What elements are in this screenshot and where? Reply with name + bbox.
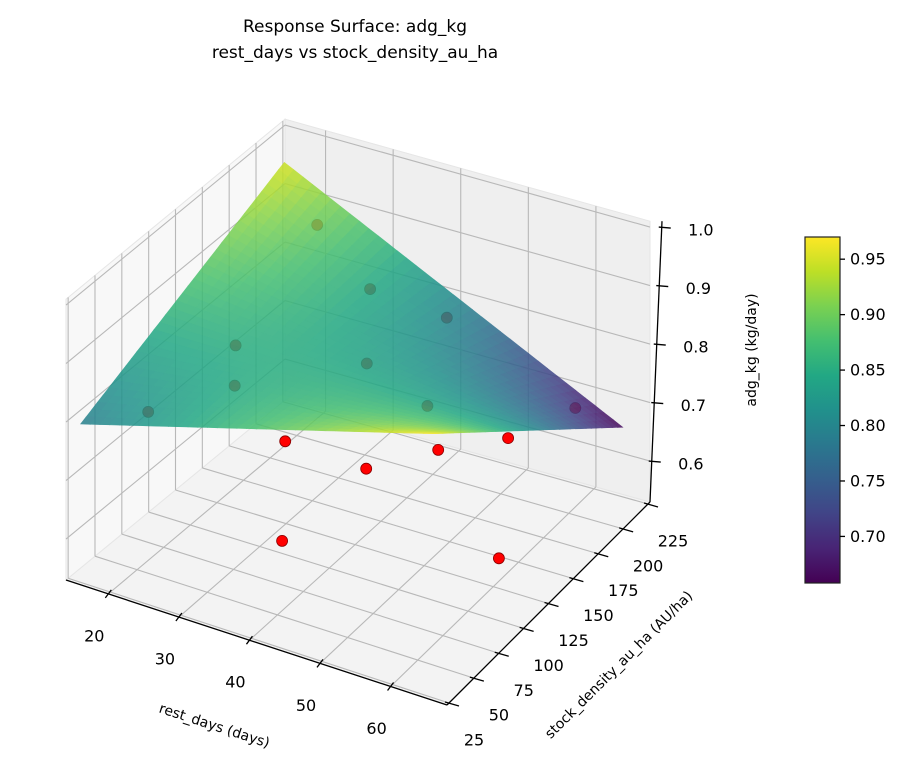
z-axis-label: adg_kg (kg/day) [744,293,760,406]
x-tick [245,635,253,645]
data-point [279,435,292,448]
x-tick [387,682,395,691]
z-tick [648,460,661,463]
colorbar-tick-label: 0.70 [850,527,886,546]
x-tick-label: 40 [225,673,245,692]
x-tick-label: 50 [296,696,316,715]
colorbar-tick-label: 0.85 [850,361,886,380]
axis-lines [65,221,671,707]
y-gridline [121,533,499,654]
x-axis-label: rest_days (days) [157,701,272,752]
y-tick [444,701,460,707]
z-axis-line [649,221,663,503]
y-gridline [175,489,549,605]
z-tick-label: 1.0 [688,221,713,240]
z-tick [651,401,664,405]
z-gridline [65,124,286,306]
z-gridline [284,183,651,287]
z-tick [658,226,671,229]
y-tick [469,676,485,682]
x-tick [316,658,324,668]
chart-subtitle: rest_days vs stock_density_au_ha [212,43,498,63]
y-tick-label: 200 [633,556,664,575]
y-gridline [94,555,475,679]
y-tick [594,552,609,558]
y-tick-label: 25 [464,731,484,750]
y-axis-label: stock_density_au_ha (AU/ha) [542,588,696,742]
z-gridline [284,124,651,228]
colorbar-tick-label: 0.90 [850,305,886,324]
z-tick-label: 0.7 [681,396,706,415]
surface-facet [422,432,439,435]
colorbar-tick-label: 0.80 [850,416,886,435]
data-point [432,443,445,456]
y-tick-label: 50 [489,706,509,725]
x-tick [175,612,183,622]
y-gridline [202,467,574,580]
data-point [502,432,515,445]
y-tick-label: 225 [658,532,689,551]
y-gridline [67,577,450,704]
x-tick-label: 60 [366,719,386,738]
x-tick-label: 20 [84,626,104,645]
data-point [360,462,373,475]
y-gridline [255,423,624,530]
z-tick-label: 0.6 [678,455,703,474]
y-gridline [148,511,524,629]
y-tick [618,527,634,533]
colorbar-tick-label: 0.95 [850,250,886,269]
y-tick [569,576,584,583]
colorbar-gradient [804,236,841,584]
z-tick [656,284,669,288]
z-tick [653,343,666,346]
chart-title: Response Surface: adg_kg [243,17,467,37]
y-tick [544,601,559,608]
y-tick-label: 100 [533,656,564,675]
y-tick [494,651,509,657]
colorbar: 0.70 0.75 0.80 0.85 0.90 0.95 [804,236,886,584]
z-tick-label: 0.9 [686,279,711,298]
x-axis-line [65,579,448,706]
data-point [276,535,289,547]
response-surface [80,161,624,435]
y-tick [643,502,659,508]
y-gridline [229,445,599,555]
x-tick [104,589,112,599]
x-tick-label: 30 [155,650,175,669]
colorbar-tick-label: 0.75 [850,472,886,491]
y-tick-label: 125 [558,631,589,650]
data-point [492,552,505,565]
y-tick-label: 75 [514,681,534,700]
y-tick [519,626,534,633]
y-tick-label: 150 [583,606,614,625]
tick-labels: 20 30 40 50 60 25 50 75 100 125 150 175 200 225 0.6 0.7… [84,221,713,750]
z-tick-label: 0.8 [683,338,708,357]
y-tick-label: 175 [608,581,639,600]
